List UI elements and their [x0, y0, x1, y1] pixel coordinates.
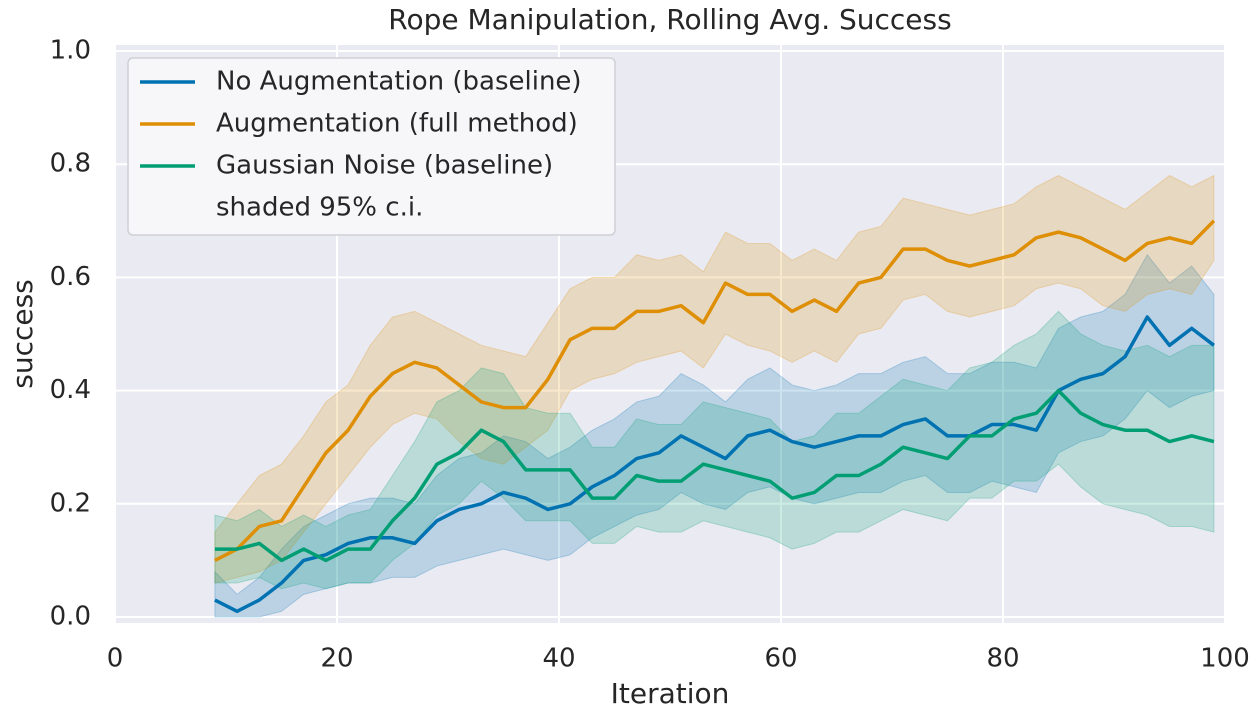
y-tick-label: 1.0: [50, 36, 91, 66]
confidence-band: [214, 310, 1215, 590]
legend-box: [127, 57, 616, 236]
legend-label: Gaussian Noise (baseline): [216, 151, 553, 181]
legend: No Augmentation (baseline) Augmentation (…: [127, 57, 616, 236]
y-tick-label: 0.0: [50, 602, 91, 632]
x-axis-label: Iteration: [611, 677, 730, 710]
legend-label: Augmentation (full method): [216, 109, 578, 139]
y-tick-label: 0.8: [50, 149, 91, 179]
y-tick-label: 0.4: [50, 375, 91, 405]
series-line: [214, 388, 1215, 563]
confidence-band: [214, 174, 1215, 584]
x-tick-label: 100: [1200, 644, 1250, 674]
y-tick-label: 0.6: [50, 262, 91, 292]
x-tick-label: 80: [986, 644, 1019, 674]
marks: [214, 174, 1216, 618]
confidence-band: [214, 253, 1215, 618]
chart-title: Rope Manipulation, Rolling Avg. Success: [388, 3, 951, 36]
series-line: [214, 219, 1216, 562]
x-tick-label: 60: [764, 644, 797, 674]
y-axis-label: success: [6, 279, 39, 389]
x-tick-label: 40: [542, 644, 575, 674]
legend-note: shaded 95% c.i.: [216, 193, 423, 223]
y-tick-label: 0.2: [50, 488, 91, 518]
legend-label: No Augmentation (baseline): [216, 67, 582, 97]
x-tick-label: 20: [320, 644, 353, 674]
x-tick-label: 0: [107, 644, 124, 674]
